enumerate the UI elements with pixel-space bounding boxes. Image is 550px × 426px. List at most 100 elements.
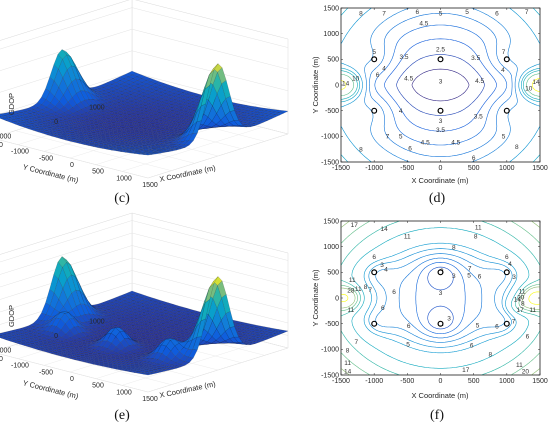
contour-label: 7 (502, 49, 506, 56)
surface-e-ticks: 5101520253035-1500-1000-500050010001500-… (0, 318, 158, 403)
contour-xtick: -500 (400, 378, 414, 385)
contour-label: 10 (525, 85, 533, 92)
surface-ytick: -1000 (0, 134, 11, 141)
contour-label: 11 (348, 307, 355, 314)
contour-label: 6 (470, 342, 474, 349)
contour-label: 3.5 (471, 55, 480, 62)
anchor-marker (503, 107, 510, 114)
contour-label: 14 (532, 79, 540, 86)
contour-label: 6 (376, 72, 380, 79)
contour-label: 5 (465, 9, 469, 16)
surface-xtick: 1500 (142, 182, 158, 189)
anchor-marker (437, 107, 444, 114)
anchor-marker (437, 320, 444, 327)
contour-ytick: 500 (327, 270, 339, 277)
contour-label: 5 (502, 134, 506, 141)
contour-label: 6 (372, 254, 376, 261)
contour-xtick: 500 (468, 378, 480, 385)
contour-label: 20 (517, 295, 525, 302)
contour-f-ylabel: Y Coordinate (m) (311, 269, 320, 326)
contour-label: 8 (346, 348, 350, 355)
contour-label: 11 (519, 289, 526, 296)
contour-xtick: 1500 (532, 165, 548, 172)
contour-label: 4 (384, 267, 388, 274)
contour-label: 7 (386, 134, 390, 141)
contour-label: 4 (508, 261, 512, 268)
surface-ytick: 0 (54, 119, 58, 126)
surface-ytick: 0 (54, 333, 58, 340)
contour-ytick: 1000 (323, 244, 339, 251)
contour-xtick: 1000 (499, 378, 515, 385)
contour-label: 4 (399, 108, 403, 115)
surface-c-zlabel: GDOP (7, 93, 16, 115)
contour-label: 5 (406, 341, 410, 348)
surface-c-mesh (0, 49, 289, 156)
contour-label: 4.5 (404, 76, 413, 83)
contour-label: 14 (344, 369, 352, 376)
anchor-marker (371, 269, 378, 276)
contour-label: 11 (355, 286, 362, 293)
contour-ytick: -500 (325, 321, 339, 328)
contour-label: 3 (447, 316, 451, 323)
contour-xtick: 1000 (499, 165, 515, 172)
contour-plot-f: 1714111188663423567431128118763201114817… (311, 218, 548, 400)
contour-label: 6 (495, 10, 499, 17)
contour-xtick: 0 (439, 165, 443, 172)
surface-plot-e: 5101520253035-1500-1000-500050010001500-… (0, 212, 289, 403)
surface-xtick: -1000 (11, 149, 29, 156)
surface-xtick: -1500 (0, 142, 3, 149)
surface-ytick: 1000 (89, 104, 105, 111)
surface-e-mesh (0, 256, 289, 376)
contour-label: 3 (439, 118, 443, 125)
contour-ytick: -500 (325, 108, 339, 115)
contour-xtick: 500 (468, 165, 480, 172)
contour-label: 14 (380, 226, 388, 233)
contour-label: 8 (515, 144, 519, 151)
anchor-marker (371, 320, 378, 327)
contour-xtick: -500 (400, 165, 414, 172)
contour-label: 4 (501, 67, 505, 74)
contour-label: 7 (368, 287, 372, 294)
contour-label: 2.5 (436, 46, 445, 53)
surface-xtick: 0 (70, 376, 74, 383)
contour-label: 8 (474, 234, 478, 241)
surface-xtick: 500 (92, 169, 104, 176)
contour-d-ticks: -1500 -1000 -500 0 500 1000 1500 -1500 -1000 -500… (321, 5, 548, 172)
contour-label: 7 (525, 9, 529, 16)
contour-f-anchors (371, 269, 510, 327)
contour-xtick: -1000 (365, 165, 383, 172)
surface-plot-c: 5101520-1500-1000-500050010001500-100001… (0, 0, 289, 189)
surface-xtick: -500 (39, 369, 53, 376)
contour-f-xlabel: X Coordinate (m) (411, 391, 469, 400)
anchor-marker (371, 107, 378, 114)
contour-xtick: -1000 (365, 378, 383, 385)
contour-label: 3 (452, 273, 456, 280)
contour-ytick: 0 (335, 295, 339, 302)
contour-label: 6 (381, 305, 385, 312)
contour-label: 5 (372, 49, 376, 56)
contour-ytick: 1000 (323, 31, 339, 38)
contour-label: 3.5 (436, 127, 445, 134)
contour-label: 6 (415, 9, 419, 16)
contour-ytick: -1000 (321, 347, 339, 354)
surface-xtick: 1000 (116, 389, 132, 396)
panel-label-e: (e) (114, 408, 130, 423)
contour-label: 4 (382, 65, 386, 72)
contour-label: 20 (522, 369, 530, 376)
surface-ytick: 1000 (89, 318, 105, 325)
contour-label: 4.5 (421, 140, 430, 147)
contour-label: 17 (351, 222, 359, 229)
contour-label: 11 (529, 307, 536, 314)
contour-label: 6 (392, 289, 396, 296)
surface-xtick: -1000 (11, 363, 29, 370)
contour-xtick: 0 (439, 378, 443, 385)
contour-d-anchors (371, 56, 510, 114)
contour-ytick: 1500 (323, 218, 339, 225)
surface-e-zlabel: GDOP (7, 305, 16, 327)
contour-ytick: 1500 (323, 5, 339, 12)
contour-label: 8 (488, 352, 492, 359)
contour-label: 7 (468, 265, 472, 272)
contour-label: 11 (404, 234, 411, 241)
